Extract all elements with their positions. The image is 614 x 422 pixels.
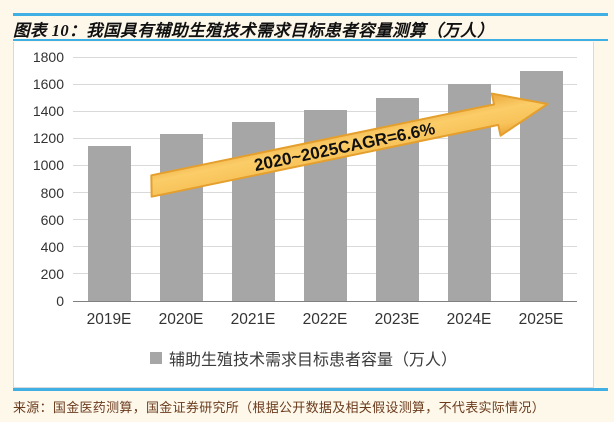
bar <box>447 84 491 301</box>
title-divider <box>13 39 608 41</box>
x-axis-label: 2021E <box>230 311 276 328</box>
legend-swatch-icon <box>149 352 162 364</box>
y-axis-label: 400 <box>40 238 64 255</box>
x-axis-label: 2020E <box>158 311 204 328</box>
bar <box>303 109 347 301</box>
y-axis-label: 0 <box>56 293 64 309</box>
y-axis-label: 1600 <box>32 76 64 93</box>
source-note: 来源：国金医药测算，国金证券研究所（根据公开数据及相关假设测算，不代表实际情况） <box>13 400 546 415</box>
legend: 辅助生殖技术需求目标患者容量（万人） <box>14 346 593 370</box>
bottom-divider <box>13 388 608 391</box>
plot-area: 0 200 400 600 800 1000 1200 1400 1600 1800 2019E 20… <box>33 49 577 328</box>
y-axis-label: 1200 <box>32 130 64 147</box>
legend-label: 辅助生殖技术需求目标患者容量（万人） <box>168 352 457 369</box>
x-axis-label: 2023E <box>374 311 420 328</box>
y-axis-label: 800 <box>40 184 64 201</box>
x-axis-label: 2024E <box>446 311 492 328</box>
bar <box>519 70 563 301</box>
y-axis-label: 1800 <box>32 49 64 65</box>
y-axis-label: 600 <box>40 211 64 228</box>
top-divider <box>13 13 608 16</box>
figure-title: 图表 10：我国具有辅助生殖技术需求目标患者容量测算（万人） <box>13 21 495 40</box>
y-axis-label: 1400 <box>32 103 64 120</box>
gridline <box>73 83 577 85</box>
x-axis-label: 2025E <box>518 311 564 328</box>
y-axis-label: 1000 <box>32 157 64 174</box>
x-axis-label: 2022E <box>302 311 348 328</box>
bar <box>375 97 419 301</box>
y-axis-label: 200 <box>40 265 64 282</box>
bar <box>159 134 203 301</box>
bar <box>87 146 131 301</box>
chart-panel: 0 200 400 600 800 1000 1200 1400 1600 1800 2019E 20… <box>13 42 594 388</box>
gridline <box>73 56 577 58</box>
bar <box>231 122 275 301</box>
x-axis-label: 2019E <box>86 311 132 328</box>
